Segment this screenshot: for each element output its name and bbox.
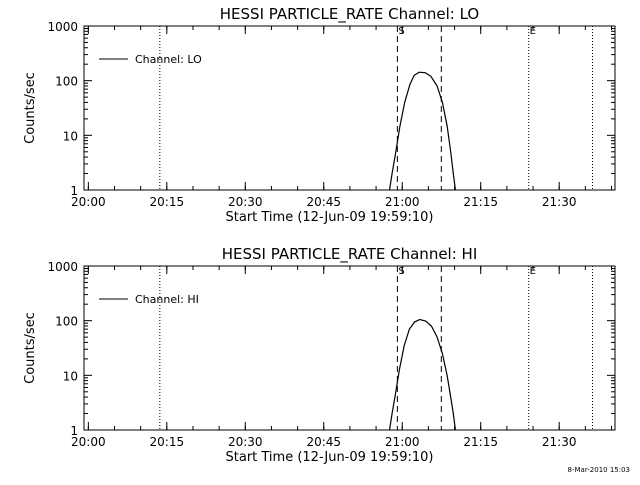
chart-title: HESSI PARTICLE_RATE Channel: LO [220, 5, 479, 24]
x-tick-label: 20:00 [71, 435, 106, 449]
x-tick-label: 20:30 [228, 435, 263, 449]
x-tick-label: 21:30 [542, 435, 577, 449]
x-tick-label: 20:45 [306, 435, 341, 449]
x-tick-label: 20:15 [150, 195, 185, 209]
y-tick-label: 1 [70, 424, 78, 438]
y-tick-label: 1000 [47, 260, 78, 274]
y-tick-label: 100 [55, 315, 78, 329]
x-tick-label: 20:30 [228, 195, 263, 209]
y-tick-label: 1 [70, 184, 78, 198]
marker-label: S [398, 26, 404, 37]
marker-label: S [398, 266, 404, 277]
chart-panel-1: HESSI PARTICLE_RATE Channel: HI 20:00 20:1… [23, 245, 616, 465]
legend-entry: Channel: LO [135, 53, 202, 66]
x-tick-label: 21:15 [463, 435, 498, 449]
x-tick-label: 21:00 [385, 435, 420, 449]
x-tick-label: 20:45 [306, 195, 341, 209]
x-tick-label: 20:15 [150, 435, 185, 449]
y-axis-label: Counts/sec [23, 72, 38, 144]
y-tick-label: 10 [63, 129, 78, 143]
x-tick-label: 21:00 [385, 195, 420, 209]
y-tick-label: 10 [63, 369, 78, 383]
x-axis-label: Start Time (12-Jun-09 19:59:10) [226, 450, 434, 465]
footer-timestamp: 8-Mar-2010 15:03 [567, 466, 630, 474]
x-tick-label: 21:30 [542, 195, 577, 209]
y-axis-label: Counts/sec [23, 312, 38, 384]
legend-entry: Channel: HI [135, 293, 199, 306]
chart-title: HESSI PARTICLE_RATE Channel: HI [222, 245, 478, 264]
y-tick-label: 1000 [47, 20, 78, 34]
x-tick-label: 20:00 [71, 195, 106, 209]
y-tick-label: 100 [55, 75, 78, 89]
plot-frame [83, 265, 616, 431]
marker-label: E [530, 26, 536, 37]
x-axis-label: Start Time (12-Jun-09 19:59:10) [226, 210, 434, 225]
marker-label: E [530, 266, 536, 277]
series-line [388, 71, 456, 191]
plot-frame [83, 25, 616, 191]
series-line [388, 318, 456, 431]
chart-panel-0: HESSI PARTICLE_RATE Channel: LO 20:00 20:1… [23, 5, 616, 225]
x-tick-label: 21:15 [463, 195, 498, 209]
